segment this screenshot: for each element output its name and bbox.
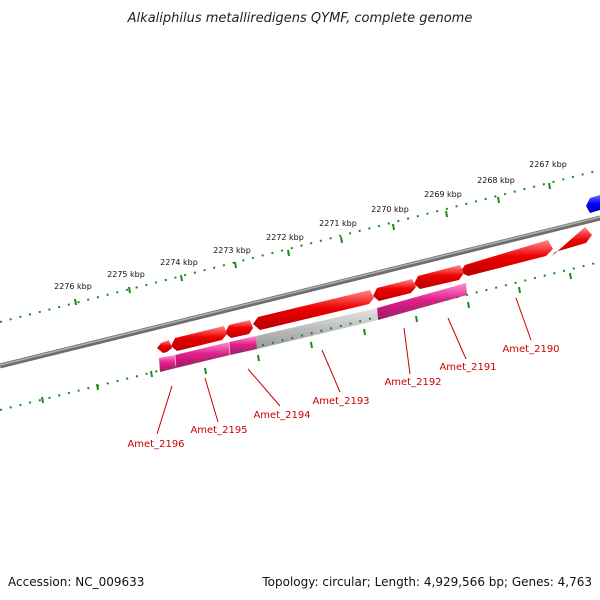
inner-tick-k [569, 272, 572, 280]
gene-label-leaders [156, 297, 532, 435]
leader-2195 [204, 377, 219, 423]
gene-label-2190[interactable]: Amet_2190 [502, 344, 559, 355]
gene-gray-2193[interactable] [256, 308, 378, 349]
backbone-line [0, 215, 600, 369]
kbp-label-2275: 2275 kbp [107, 270, 145, 279]
tick-2273 [234, 261, 237, 269]
genome-backbone [0, 215, 600, 369]
tick-2274 [180, 274, 183, 282]
tick-2276 [74, 298, 77, 306]
kbp-label-2274: 2274 kbp [160, 258, 198, 267]
inner-tick-d [204, 367, 207, 375]
forward-strand-genes [157, 227, 592, 353]
gene-blue[interactable] [586, 195, 600, 213]
tick-2268 [497, 196, 500, 204]
gene-red-8[interactable] [157, 340, 172, 353]
gene-label-2194[interactable]: Amet_2194 [253, 410, 310, 421]
gene-label-2196[interactable]: Amet_2196 [127, 439, 184, 450]
gene-label-2192[interactable]: Amet_2192 [384, 377, 441, 388]
tick-2270 [392, 223, 395, 231]
kbp-label-2270: 2270 kbp [371, 205, 409, 214]
gene-label-2193[interactable]: Amet_2193 [312, 396, 369, 407]
gene-red-3[interactable] [414, 265, 464, 289]
inner-tick-h [415, 315, 418, 323]
inner-tick-i [467, 301, 470, 309]
tick-2275 [128, 286, 131, 294]
kbp-label-2271: 2271 kbp [319, 219, 357, 228]
gene-red-6[interactable] [225, 320, 253, 338]
kbp-label-2269: 2269 kbp [424, 190, 462, 199]
inner-tick-f [310, 341, 313, 349]
gene-red-1[interactable] [552, 227, 592, 256]
inner-major-ticks [41, 272, 572, 404]
tick-2271 [340, 236, 343, 244]
leader-2191 [447, 317, 467, 360]
leader-2192 [403, 327, 411, 375]
backbone-highlight [0, 216, 600, 366]
kbp-labels: 2267 kbp 2268 kbp 2269 kbp 2270 kbp 2271… [54, 160, 567, 291]
gene-label-2191[interactable]: Amet_2191 [439, 362, 496, 373]
gene-label-2195[interactable]: Amet_2195 [190, 425, 247, 436]
tick-2269 [445, 210, 448, 218]
gene-divider-b [228, 341, 231, 356]
kbp-label-2272: 2272 kbp [266, 233, 304, 242]
outer-tick-track [0, 169, 600, 323]
inner-tick-g [363, 328, 366, 336]
gene-red-4[interactable] [373, 279, 416, 301]
leader-2196 [156, 385, 173, 435]
gene-red-5[interactable] [253, 290, 374, 330]
gene-labels: Amet_2190 Amet_2191 Amet_2192 Amet_2193 … [127, 344, 559, 450]
gene-red-2[interactable] [460, 240, 553, 276]
genome-summary-text: Topology: circular; Length: 4,929,566 bp… [261, 575, 592, 589]
tick-2267 [548, 182, 551, 190]
accession-text: Accession: NC_009633 [8, 575, 144, 589]
outer-major-ticks [74, 182, 551, 306]
kbp-label-2276: 2276 kbp [54, 282, 92, 291]
kbp-label-2273: 2273 kbp [213, 246, 251, 255]
kbp-label-2267: 2267 kbp [529, 160, 567, 169]
outer-minor-ticks [0, 169, 600, 323]
leader-2190 [515, 297, 532, 341]
leader-2193 [321, 349, 341, 393]
inner-tick-j [518, 286, 521, 294]
gene-red-7[interactable] [171, 326, 227, 351]
inner-tick-e [257, 354, 260, 362]
map-title: Alkaliphilus metalliredigens QYMF, compl… [127, 11, 473, 26]
inner-tick-b [96, 383, 99, 391]
kbp-label-2268: 2268 kbp [477, 176, 515, 185]
inner-tick-c [150, 370, 153, 378]
inner-tick-a [41, 396, 44, 404]
inner-tick-track [0, 261, 600, 411]
tick-2272 [287, 249, 290, 257]
leader-2194 [247, 368, 281, 407]
gene-pink-2194[interactable] [229, 336, 257, 355]
gene-pink-2195[interactable] [175, 342, 230, 368]
gene-pink-2196[interactable] [159, 355, 176, 372]
